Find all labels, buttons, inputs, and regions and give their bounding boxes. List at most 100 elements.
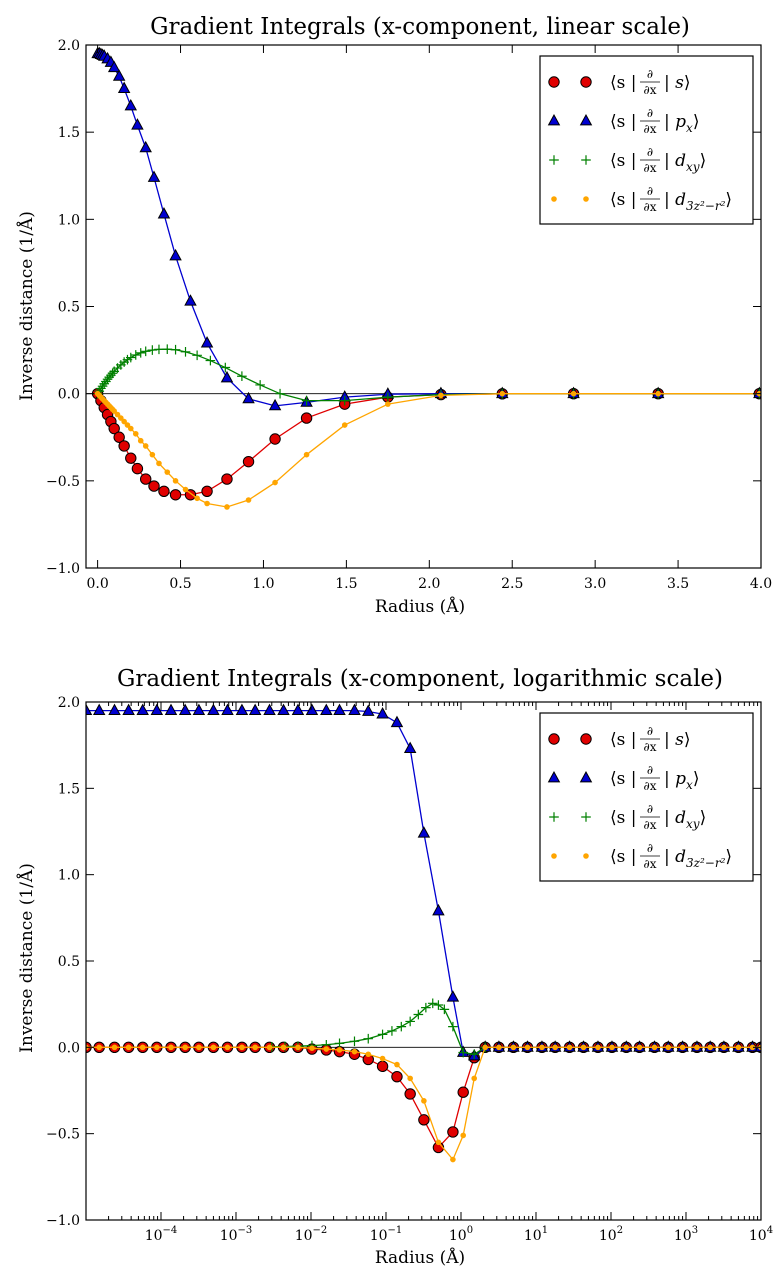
data-point [135, 348, 146, 358]
data-point [305, 703, 319, 716]
data-point [164, 703, 178, 716]
data-point [269, 433, 281, 445]
data-point [124, 98, 138, 111]
legend-marker [547, 770, 561, 783]
data-point [336, 1047, 343, 1053]
data-point [182, 486, 189, 493]
data-point [154, 344, 164, 355]
data-point [403, 741, 417, 754]
data-point [239, 1044, 245, 1051]
data-point [421, 1002, 431, 1013]
legend-frac-bottom: ∂x [644, 818, 657, 832]
y-tick-label: 0.0 [58, 387, 80, 403]
data-point [407, 1075, 413, 1082]
y-tick-label: 2.0 [58, 695, 80, 711]
data-point [124, 422, 131, 428]
data-point [435, 1139, 442, 1146]
legend-frac-top: ∂ [647, 802, 653, 816]
data-point [221, 703, 234, 716]
data-point [446, 990, 460, 1002]
data-point [148, 480, 160, 492]
x-tick-label: 100 [449, 1225, 473, 1244]
data-point [524, 1044, 531, 1051]
data-point [210, 1044, 217, 1051]
data-point [385, 401, 391, 407]
legend-marker [549, 812, 559, 822]
y-tick-label: −1.0 [46, 561, 80, 577]
data-point [169, 489, 182, 501]
data-point [309, 1045, 315, 1051]
legend-label-open: ⟨s | [610, 151, 637, 171]
data-point [379, 1055, 386, 1062]
legend-marker [548, 76, 560, 88]
data-point [162, 344, 173, 355]
data-point [376, 1060, 389, 1073]
data-point [469, 1049, 480, 1060]
x-axis-label: Radius (Å) [375, 1247, 465, 1268]
data-point [86, 703, 93, 716]
data-point [300, 412, 313, 424]
legend-frac-bottom: ∂x [644, 200, 657, 214]
data-point [447, 1126, 459, 1138]
data-point [570, 390, 577, 397]
legend-marker [551, 853, 557, 859]
legend-entry: ⟨s | ∂ ∂x | s⟩ [548, 724, 691, 754]
x-tick-label: 10−2 [295, 1225, 328, 1244]
data-point [118, 440, 130, 452]
data-point [277, 703, 290, 716]
data-point [679, 1044, 686, 1051]
data-point [320, 703, 333, 716]
data-point [201, 485, 213, 497]
legend-marker [548, 733, 560, 745]
y-tick-label: 0.5 [58, 954, 80, 970]
legend-entry: ⟨s | ∂ ∂x | dxy⟩ [549, 145, 706, 175]
data-point [127, 425, 134, 432]
data-point [221, 473, 233, 485]
data-point [457, 1086, 469, 1098]
legend-entry: ⟨s | ∂ ∂x | px⟩ [547, 106, 699, 136]
data-point [252, 1044, 258, 1051]
data-point [735, 1044, 742, 1051]
y-tick-label: 2.0 [58, 38, 80, 54]
data-point [365, 1051, 372, 1058]
data-point [566, 1044, 573, 1051]
series-line-0 [86, 1046, 761, 1149]
data-point [150, 703, 164, 716]
data-point [149, 451, 156, 458]
data-point [118, 415, 124, 421]
legend-frac-bottom: ∂x [644, 83, 657, 97]
legend-marker [580, 76, 592, 88]
data-point [460, 1132, 467, 1139]
linear-scale-chart: Gradient Integrals (x-component, linear … [16, 14, 772, 617]
legend-entry: ⟨s | ∂ ∂x | d3z²−r²⟩ [551, 841, 732, 871]
legend-frac-top: ∂ [647, 763, 653, 777]
legend-marker [549, 155, 559, 165]
legend: ⟨s | ∂∂x | s⟩⟨s | ∂∂x | px⟩⟨s | ∂∂x | dxy⟩⟨s |… [539, 712, 754, 882]
data-point [192, 350, 202, 361]
data-point [122, 703, 135, 716]
legend-frac-top: ∂ [647, 184, 653, 198]
data-point [113, 431, 125, 443]
y-tick-label: 1.5 [58, 125, 80, 141]
data-point [107, 368, 118, 379]
data-point [421, 1098, 427, 1104]
data-point [130, 350, 141, 360]
data-point [341, 422, 348, 428]
y-tick-label: −1.0 [46, 1213, 80, 1229]
data-point [438, 392, 444, 399]
legend-frac-top: ∂ [647, 724, 653, 738]
data-point [721, 1044, 727, 1051]
data-point [471, 1075, 478, 1082]
data-point [394, 1061, 400, 1068]
legend-frac-bottom: ∂x [644, 161, 657, 175]
data-point [142, 443, 149, 449]
legend-label-open: ⟨s | [610, 847, 637, 867]
x-tick-label: 104 [749, 1225, 773, 1244]
data-point [363, 1033, 374, 1044]
x-tick-label: 101 [524, 1225, 548, 1244]
x-tick-label: 2.5 [501, 576, 523, 592]
legend-frac-bottom: ∂x [644, 857, 657, 871]
data-point [499, 390, 506, 397]
data-point [377, 1029, 388, 1040]
